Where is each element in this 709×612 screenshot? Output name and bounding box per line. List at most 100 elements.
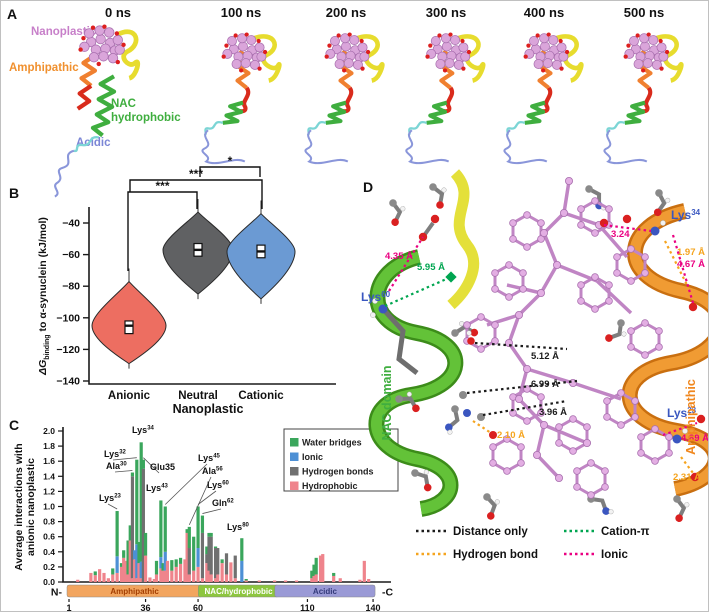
y-tick-label: 0.0 [43,577,55,587]
bar-res-117-hydrophobic [321,554,325,582]
bar-res-32-water_bridges [135,459,139,545]
d-legend-label: Hydrogen bond [453,549,538,561]
distance-label: 5.12 Å [531,351,559,362]
bar-res-114-water_bridges [314,557,318,575]
bar-res-56-water_bridges [187,526,191,549]
region-label-hydrophobic: hydrophobic [111,112,181,124]
bar-res-95-hydrophobic [273,580,277,582]
ionic-distance-line [671,234,695,304]
domain-bar-label: Amphipathic [110,587,159,596]
residue-annotation: Lys43 [146,483,169,493]
bar-res-65-water_bridges [207,532,211,537]
bar-res-62-hydrogen_bonds [200,532,205,579]
bar-res-50-water_bridges [174,559,178,567]
bar-res-69-hydrogen_bonds [216,548,220,575]
residue-annotation: Lys80 [227,522,250,532]
y-tick-label: 1.6 [43,456,55,466]
oxygen-atom [430,214,440,224]
bar-res-112-hydrophobic [310,578,314,582]
legend-label: Water bridges [302,438,362,448]
y-tick-label: −40 [62,218,80,230]
axes [88,207,336,385]
residue-annotation: Lys45 [198,453,221,463]
n-terminus-label: N- [51,587,63,599]
residue-label-lys60: Lys60 [361,290,391,304]
legend-swatch-ionic [290,452,299,461]
bar-res-71-hydrophobic [220,563,224,582]
panel-label-b: B [9,185,20,201]
oxygen-atom [690,472,700,482]
d-legend-label: Distance only [453,526,528,538]
x-tick-label: 36 [141,603,151,612]
distance-label: 6.99 Å [531,379,559,390]
y-tick-label: 1.0 [43,502,55,512]
distance-label: 4.67 Å [677,259,705,270]
legend-label: Ionic [302,452,323,462]
bar-res-68-hydrogen_bonds [213,548,218,579]
panel-label-a: A [7,6,18,22]
distance-label: 3.96 Å [539,407,567,418]
significance-bracket [127,191,198,271]
bar-res-82-hydrophobic [244,580,248,582]
b-y-axis-label: ΔGbinding to α-synuclein (kJ/mol) [37,217,51,376]
bar-res-58-water_bridges [192,536,196,571]
bar-res-34-water_bridges [139,442,143,562]
bar-res-60-ionic [196,548,200,567]
bar-res-43-ionic [159,557,163,569]
bar-res-45-ionic [163,551,167,571]
bar-res-66-hydrogen_bonds [209,536,213,575]
oxygen-atom [688,302,698,312]
panel-c-bar-chart: 0.0 0.2 0.4 0.6 0.8 1.0 1.2 1.4 1.6 1.8 2.0 Average… [13,425,399,612]
bar-res-100-hydrophobic [283,580,288,582]
bar-res-17-hydrophobic [102,572,106,582]
hydrogen-distance-line [472,420,492,434]
legend-swatch-hydrophobic [290,481,299,490]
bar-res-35-hydrogen_bonds [141,468,145,582]
bar-res-60-hydrophobic [196,566,200,582]
bar-res-36-water_bridges [143,532,148,556]
bar-res-75-hydrophobic [229,562,233,582]
bar-res-65-hydrophobic [207,570,211,582]
protein-snapshot-500ns [599,27,691,170]
bar-res-30-hydrogen_bonds [130,476,135,579]
bar-res-73-hydrogen_bonds [224,553,229,575]
legend-swatch-hydrogen-bonds [290,467,299,476]
bar-res-5-hydrophobic [76,579,80,582]
residue-annotation: Lys34 [132,425,155,435]
oxygen-atom [696,414,706,424]
bar-res-58-hydrophobic [192,570,196,582]
d-legend-label: Cation-π [601,526,650,538]
bar-res-21-water_bridges [111,568,115,575]
residue-label-lys23: Lys23 [667,406,697,420]
distance-label: 2.10 Å [497,430,525,441]
distance-label: 2.31 Å [673,472,701,483]
bar-res-134-hydrophobic [358,579,362,582]
bar-res-112-water_bridges [310,570,314,579]
bar-res-45-water_bridges [163,506,167,552]
bar-res-45-hydrophobic [163,570,167,582]
bar-res-114-hydrophobic [314,574,318,582]
bar-res-62-water_bridges [200,515,205,533]
significance-bracket [199,166,261,177]
residue-annotation: Lys32 [104,449,127,459]
yellow-ribbon [447,169,480,310]
region-label-nanoplastic: Nanoplastic [31,26,97,38]
x-tick-label: 140 [366,603,381,612]
distance-distance-line [466,379,578,395]
bar-res-46-hydrophobic [165,560,170,582]
bar-res-113-water_bridges [312,564,316,576]
significance-stars: *** [189,167,203,181]
bar-res-64-hydrogen_bonds [205,554,209,564]
residue-label-lys34: Lys34 [671,208,701,222]
panel-d-distance-annotations: 4.35 Å 5.95 Å 3.24 1.97 Å4.67 Å 5.12 Å 6.99 Å… [361,208,708,483]
bar-res-28-water_bridges [126,540,130,575]
region-label-nac: NAC [111,98,136,110]
bar-res-138-hydrophobic [367,578,371,582]
y-tick-label: 1.8 [43,441,55,451]
bar-res-29-water_bridges [128,525,132,541]
panel-d-legend: Distance only Cation-π Hydrogen bond Ionic [416,526,650,561]
distance-label: 4.35 Å [385,251,413,262]
bar-res-116-hydrophobic [318,555,323,582]
domain-bar-label: Acidic [313,587,338,596]
